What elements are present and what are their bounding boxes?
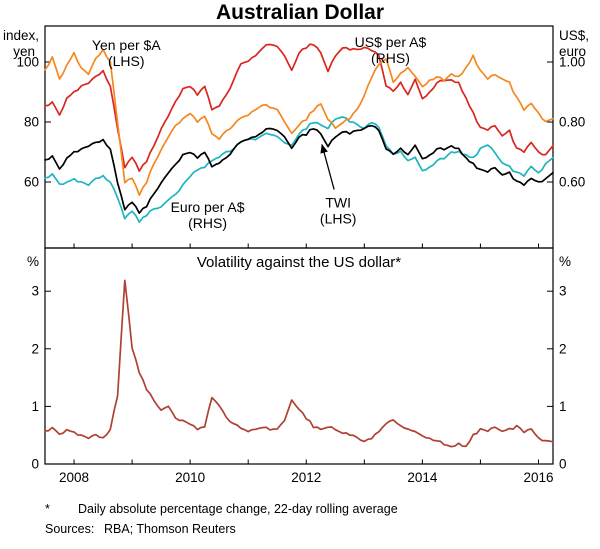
series-label-usd: (RHS) (371, 50, 410, 66)
bottom-right-percent-unit: % (559, 254, 571, 269)
y-tick-label-right: 3 (559, 284, 567, 299)
chart-title: Australian Dollar (216, 1, 384, 24)
y-tick-label-left: 2 (31, 341, 39, 356)
x-tick-label: 2008 (59, 470, 89, 485)
y-tick-label-left: 80 (24, 115, 39, 130)
top-right-axis-unit-line2: euro (559, 44, 586, 59)
series-twi (44, 124, 554, 214)
y-tick-label-right: 1 (559, 399, 567, 414)
y-tick-label-left: 100 (16, 55, 39, 70)
top-left-axis-unit-line2: yen (13, 44, 35, 59)
series-label-yen: (LHS) (108, 53, 145, 69)
top-left-axis-unit-line1: index, (3, 28, 39, 43)
series-label-euro: Euro per A$ (171, 199, 245, 215)
sources-label: Sources: (45, 522, 94, 536)
footnote-marker: * (45, 502, 50, 516)
bottom-panel-border (44, 247, 554, 465)
y-tick-label-right: 0 (559, 457, 567, 472)
y-tick-label-left: 1 (31, 399, 39, 414)
y-tick-label-left: 0 (31, 457, 39, 472)
series-volatility-against-the-us-dollar (44, 279, 554, 448)
top-right-axis-unit-line1: US$, (559, 28, 589, 43)
series-label-usd: US$ per A$ (355, 34, 427, 50)
y-tick-label-right: 2 (559, 341, 567, 356)
twi-arrow (320, 143, 335, 190)
y-tick-label-left: 3 (31, 284, 39, 299)
bottom-panel-title: Volatility against the US dollar* (197, 254, 401, 271)
x-tick-label: 2016 (523, 470, 553, 485)
y-tick-label-right: 0.80 (559, 115, 585, 130)
series-label-yen: Yen per $A (92, 37, 161, 53)
series-label-twi: TWI (325, 195, 351, 211)
y-tick-label-left: 60 (24, 175, 39, 190)
y-tick-label-right: 0.60 (559, 175, 585, 190)
sources-text: RBA; Thomson Reuters (104, 522, 236, 536)
series-label-euro: (RHS) (188, 215, 227, 231)
x-tick-label: 2012 (291, 470, 321, 485)
bottom-left-percent-unit: % (27, 254, 39, 269)
series-euro-per-a (44, 116, 554, 223)
y-tick-label-right: 1.00 (559, 55, 585, 70)
series-us-per-a (44, 43, 554, 172)
series-label-twi: (LHS) (320, 211, 357, 227)
x-tick-label: 2010 (175, 470, 205, 485)
series-yen-per-a (44, 48, 554, 196)
footnote-text: Daily absolute percentage change, 22-day… (78, 502, 398, 516)
x-tick-label: 2014 (407, 470, 438, 485)
